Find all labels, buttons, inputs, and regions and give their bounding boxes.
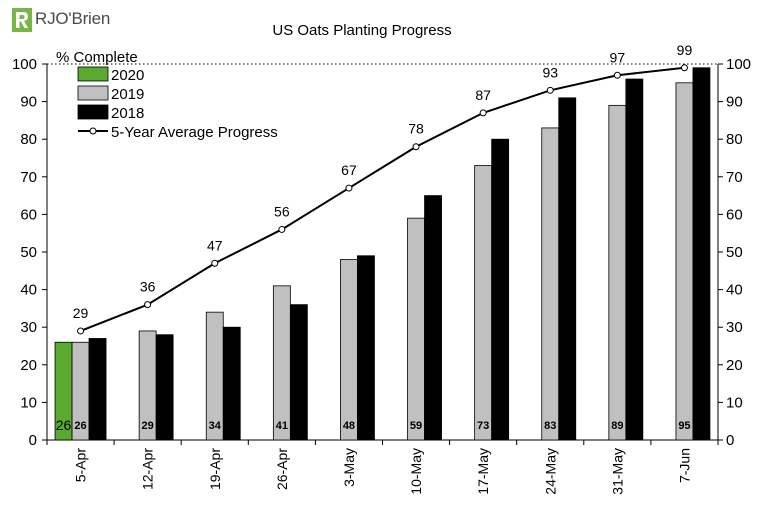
y-tick-label-right: 20 — [726, 357, 743, 374]
y-tick-label-left: 0 — [29, 432, 37, 449]
y-tick-label-left: 20 — [20, 357, 37, 374]
y-tick-label-left: 100 — [12, 56, 37, 73]
bar-label-2019: 29 — [142, 420, 154, 432]
avg-label: 78 — [408, 121, 424, 137]
bar-2018 — [692, 67, 711, 441]
y-tick-label-right: 0 — [726, 432, 734, 449]
avg-label: 56 — [274, 203, 290, 219]
legend-2019-label: 2019 — [111, 86, 144, 103]
legend-avg-label: 5-Year Average Progress — [111, 124, 278, 141]
x-tick-label: 26-Apr — [274, 448, 290, 490]
avg-point — [77, 327, 85, 335]
bar-label-2019: 41 — [276, 420, 288, 432]
bar-2018 — [424, 195, 442, 441]
avg-label: 93 — [542, 64, 558, 80]
bar-2018 — [222, 326, 241, 441]
bar-2019 — [541, 127, 560, 441]
x-tick-label: 7-Jun — [676, 448, 692, 483]
y-axis-label: % Complete — [56, 49, 138, 66]
y-tick-label-left: 10 — [20, 394, 37, 411]
bar-2019 — [407, 217, 425, 441]
avg-label: 99 — [677, 42, 693, 58]
bar-label-2019: 89 — [611, 420, 623, 432]
bar-2018 — [289, 304, 308, 441]
avg-label: 29 — [73, 305, 89, 321]
y-tick-label-right: 100 — [726, 56, 751, 73]
legend-2020-swatch — [77, 66, 109, 82]
avg-point — [546, 86, 554, 94]
legend-2019-swatch — [77, 85, 109, 101]
x-tick-label: 24-May — [542, 448, 558, 495]
avg-label: 47 — [207, 237, 223, 253]
y-tick-label-left: 70 — [20, 169, 37, 186]
avg-point — [278, 225, 286, 233]
y-tick-label-right: 30 — [726, 319, 743, 336]
bar-label-2019: 83 — [544, 420, 556, 432]
legend-2018-swatch — [77, 104, 109, 120]
y-tick-label-left: 60 — [20, 206, 37, 223]
avg-point — [479, 109, 487, 117]
bar-2018 — [88, 338, 107, 441]
avg-label: 67 — [341, 162, 357, 178]
y-tick-label-right: 50 — [726, 244, 743, 261]
bar-2019 — [272, 285, 291, 441]
x-tick-label: 3-May — [341, 448, 357, 487]
bar-2018 — [357, 255, 375, 441]
bar-label-2019: 95 — [678, 420, 690, 432]
bar-label-2019: 59 — [410, 420, 422, 432]
legend-avg-marker — [89, 127, 97, 135]
avg-point — [144, 301, 152, 309]
bar-label-2019: 48 — [343, 420, 355, 432]
bar-2018 — [491, 138, 510, 441]
bar-label-2019: 26 — [74, 420, 86, 432]
y-tick-label-right: 10 — [726, 394, 743, 411]
y-tick-label-left: 50 — [20, 244, 37, 261]
bar-2018 — [155, 334, 174, 441]
avg-label: 36 — [140, 279, 156, 295]
avg-point — [211, 259, 219, 267]
avg-label: 97 — [610, 49, 626, 65]
bar-label-2020: 26 — [56, 417, 72, 433]
avg-point — [680, 64, 688, 72]
bar-2019 — [608, 104, 627, 441]
x-tick-label: 5-Apr — [73, 448, 89, 483]
x-tick-label: 17-May — [475, 448, 491, 495]
y-tick-label-right: 80 — [726, 131, 743, 148]
legend-2018-label: 2018 — [111, 105, 144, 122]
chart-title: US Oats Planting Progress — [272, 22, 451, 39]
avg-point — [613, 71, 621, 79]
x-tick-label: 19-Apr — [207, 448, 223, 490]
y-tick-label-left: 30 — [20, 319, 37, 336]
bar-label-2019: 73 — [477, 420, 489, 432]
avg-line — [80, 66, 685, 332]
x-tick-label: 31-May — [609, 448, 625, 495]
y-tick-label-left: 80 — [20, 131, 37, 148]
avg-label: 87 — [475, 87, 491, 103]
x-tick-label: 12-Apr — [140, 448, 156, 490]
x-tick-label: 10-May — [408, 448, 424, 495]
y-tick-label-right: 70 — [726, 169, 743, 186]
logo-text: RJO'Brien — [35, 9, 111, 28]
y-tick-label-right: 90 — [726, 94, 743, 111]
bar-2019 — [474, 165, 493, 441]
avg-point — [345, 184, 353, 192]
y-tick-label-right: 40 — [726, 282, 743, 299]
y-tick-label-left: 40 — [20, 282, 37, 299]
y-tick-label-right: 60 — [726, 206, 743, 223]
y-tick-label-left: 90 — [20, 94, 37, 111]
bar-2019 — [675, 82, 694, 441]
bar-label-2019: 34 — [209, 420, 222, 432]
legend-2020-label: 2020 — [111, 67, 144, 84]
bar-2018 — [558, 97, 577, 441]
avg-point — [412, 143, 420, 151]
bar-2018 — [625, 78, 644, 441]
bar-2019 — [340, 259, 358, 441]
logo-mark — [12, 8, 32, 32]
